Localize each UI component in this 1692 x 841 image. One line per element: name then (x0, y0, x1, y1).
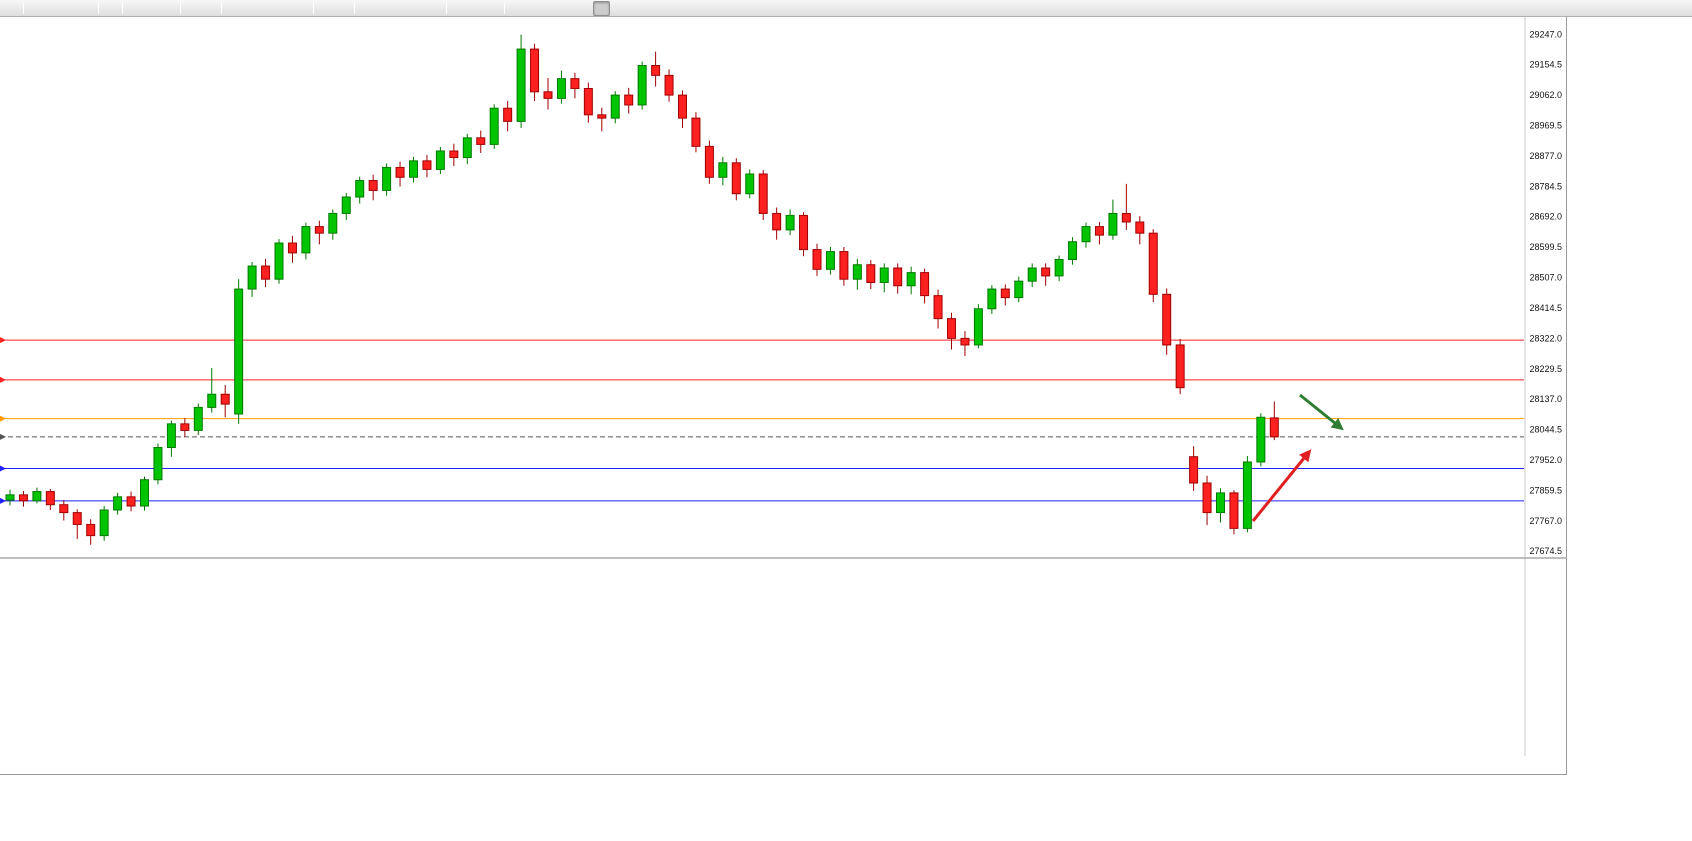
timeframe-m30-button[interactable] (559, 1, 576, 16)
level-line-27926.1[interactable] (0, 465, 1524, 472)
svg-text:28322.0: 28322.0 (1529, 333, 1562, 343)
market-watch-icon[interactable] (61, 1, 78, 16)
toolbar-separator (313, 2, 314, 14)
timeframe-h1-button[interactable] (576, 1, 593, 16)
level-line-27827.8[interactable] (0, 497, 1524, 504)
svg-text:27952.0: 27952.0 (1529, 455, 1562, 465)
bar-chart-icon[interactable] (126, 1, 143, 16)
svg-text:29154.5: 29154.5 (1529, 60, 1562, 70)
level-line-28316.7[interactable] (0, 337, 1524, 344)
level-line-28195.9[interactable] (0, 376, 1524, 383)
toolbar-separator (122, 2, 123, 14)
indicators-icon[interactable] (259, 1, 276, 16)
level-lines (0, 337, 1524, 504)
data-window-icon[interactable] (242, 1, 259, 16)
chart-window: 29247.0 29154.5 29062.0 28969.5 28877.0 28784… (0, 17, 1567, 775)
timeframe-m15-button[interactable] (542, 1, 559, 16)
toolbar (0, 0, 1692, 17)
horizontal-line-icon[interactable] (358, 1, 375, 16)
zoom-in-icon[interactable] (184, 1, 201, 16)
trend-arrow-up[interactable] (1251, 449, 1312, 522)
svg-text:28599.5: 28599.5 (1529, 242, 1562, 252)
timeframe-m5-button[interactable] (525, 1, 542, 16)
trend-arrow-down[interactable] (1299, 393, 1344, 431)
svg-text:28414.5: 28414.5 (1529, 303, 1562, 313)
svg-text:27859.5: 27859.5 (1529, 485, 1562, 495)
svg-text:27674.5: 27674.5 (1529, 546, 1562, 556)
svg-text:28692.0: 28692.0 (1529, 212, 1562, 222)
profile-icon[interactable] (44, 1, 61, 16)
svg-text:28784.5: 28784.5 (1529, 181, 1562, 191)
timeframe-w1-button[interactable] (627, 1, 644, 16)
toolbar-separator (180, 2, 181, 14)
toolbar-separator (98, 2, 99, 14)
trendline-icon[interactable] (375, 1, 392, 16)
timeframe-mn-button[interactable] (644, 1, 661, 16)
svg-text:28507.0: 28507.0 (1529, 273, 1562, 283)
toolbar-separator (354, 2, 355, 14)
svg-text:28229.5: 28229.5 (1529, 364, 1562, 374)
timeframe-m1-button[interactable] (508, 1, 525, 16)
svg-text:28969.5: 28969.5 (1529, 121, 1562, 131)
cursor-icon[interactable] (317, 1, 334, 16)
candles-layer (5, 34, 1279, 545)
crosshair-icon[interactable] (334, 1, 351, 16)
price-scale[interactable]: 29247.0 29154.5 29062.0 28969.5 28877.0 28784… (1529, 29, 1562, 556)
refresh-icon[interactable] (78, 1, 95, 16)
candlestick-icon[interactable] (143, 1, 160, 16)
svg-text:28137.0: 28137.0 (1529, 394, 1562, 404)
timeframe-d1-button[interactable] (610, 1, 627, 16)
sound-icon[interactable] (27, 1, 44, 16)
svg-text:27767.0: 27767.0 (1529, 516, 1562, 526)
toolbar-separator (23, 2, 24, 14)
toolbar-separator (221, 2, 222, 14)
timeframe-h4-button[interactable] (593, 0, 610, 16)
svg-text:28044.5: 28044.5 (1529, 425, 1562, 435)
label-icon[interactable] (467, 1, 484, 16)
autotrading-button[interactable] (102, 1, 119, 16)
svg-text:28877.0: 28877.0 (1529, 151, 1562, 161)
chart-area[interactable]: 29247.0 29154.5 29062.0 28969.5 28877.0 28784… (0, 17, 1567, 775)
templates-icon[interactable] (293, 1, 310, 16)
zoom-out-icon[interactable] (201, 1, 218, 16)
line-chart-icon[interactable] (160, 1, 177, 16)
tile-windows-icon[interactable] (225, 1, 242, 16)
text-icon[interactable] (450, 1, 467, 16)
new-order-button[interactable] (3, 1, 20, 16)
svg-text:29062.0: 29062.0 (1529, 90, 1562, 100)
vertical-line-icon[interactable] (392, 1, 409, 16)
channel-icon[interactable] (409, 1, 426, 16)
svg-text:29247.0: 29247.0 (1529, 29, 1562, 39)
arrows-icon[interactable] (484, 1, 501, 16)
fibonacci-icon[interactable] (426, 1, 443, 16)
periods-icon[interactable] (276, 1, 293, 16)
toolbar-separator (446, 2, 447, 14)
level-line-28022.5[interactable] (0, 433, 1524, 440)
toolbar-separator (504, 2, 505, 14)
level-line-28077.9[interactable] (0, 415, 1524, 422)
